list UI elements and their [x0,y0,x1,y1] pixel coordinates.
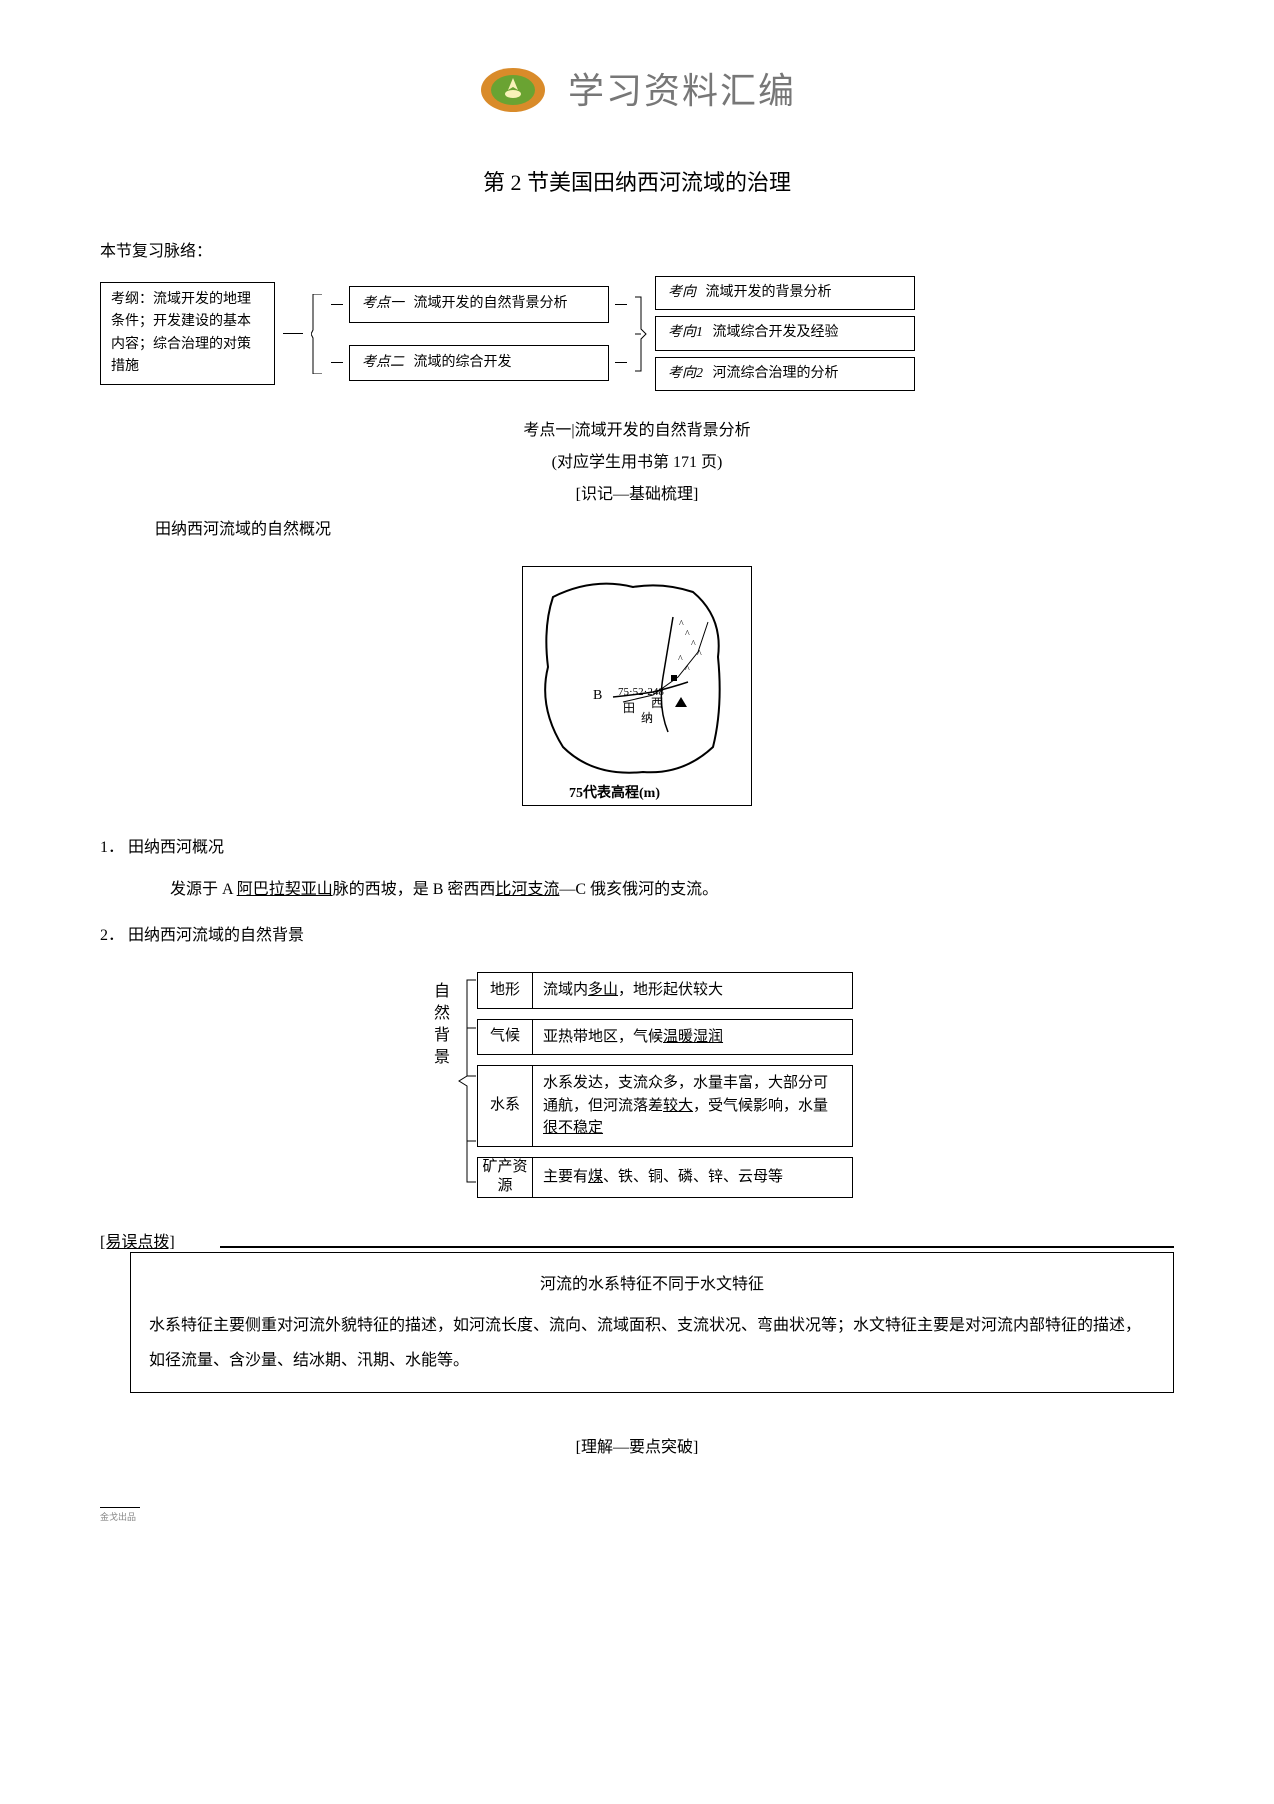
text-run: 亚热带地区，气候 [543,1029,663,1045]
underlined-text: 多山 [588,982,618,998]
logo-icon [478,60,548,115]
table-row: 矿产资源 主要有煤、铁、铜、磷、锌、云母等 [477,1157,853,1198]
flow-text: 流域开发的背景分析 [706,285,832,300]
text-run: 主要有 [543,1169,588,1185]
svg-text:^: ^ [697,649,702,660]
underlined-text: 煤 [588,1169,603,1185]
flow-mid-box: 考点二 流域的综合开发 [349,345,609,381]
nb-rows: 地形 流域内多山，地形起伏较大 气候 亚热带地区，气候温暖湿润 水系 水系发达，… [477,972,853,1198]
nb-val: 水系发达，支流众多，水量丰富，大部分可通航，但河流落差较大，受气候影响，水量很不… [533,1065,853,1147]
flow-right-box: 考向 流域开发的背景分析 [655,276,915,310]
tag-label: 考向 [668,285,696,300]
flow-mid-col: 考点一 流域开发的自然背景分析 考点二 流域的综合开发 [331,286,627,381]
table-row: 地形 流域内多山，地形起伏较大 [477,972,853,1009]
understand-label: [理解—要点突破] [100,1433,1174,1457]
section-title: 第 2 节美国田纳西河流域的治理 [100,165,1174,197]
item-title: 田纳西河概况 [128,839,224,856]
svg-text:^: ^ [685,629,690,640]
item-number: 1． [100,839,124,856]
list-item-1: 1． 田纳西河概况 [100,832,1174,864]
nb-key: 水系 [477,1065,533,1147]
nb-val: 主要有煤、铁、铜、磷、锌、云母等 [533,1157,853,1198]
connector-line [615,304,627,305]
natural-bg-diagram: 自然背景 地形 流域内多山，地形起伏较大 气候 亚热带地区，气候温暖湿润 水系 … [100,972,1174,1198]
map-label-b: B [593,688,602,703]
centered-kaopoint: 考点一|流域开发的自然背景分析 [100,416,1174,440]
nb-bracket [457,972,477,1198]
underlined-text: 阿巴拉契亚山 [237,881,333,898]
nb-key: 气候 [477,1019,533,1056]
tips-title: 河流的水系特征不同于水文特征 [149,1267,1155,1302]
underlined-text: 温暖湿润 [663,1029,723,1045]
flow-right-col: 考向 流域开发的背景分析 考向1 流域综合开发及经验 考向2 河流综合治理的分析 [655,276,915,391]
tips-label: [易误点拨] [100,1228,1174,1252]
connector-line [615,362,627,363]
page-header: 学习资料汇编 [100,60,1174,115]
overview-label: 田纳西河流域的自然概况 [155,514,1174,546]
flow-left-box: 考纲：流域开发的地理条件；开发建设的基本内容；综合治理的对策措施 [100,282,275,386]
flow-right-box: 考向2 河流综合治理的分析 [655,357,915,391]
map-figure: ^^ ^^ ^^ B 75·52·248 田 纳 西 75代表高程(m) [100,566,1174,812]
text-run: 脉的西坡，是 B 密西西 [333,881,496,898]
tag-label: 考点二 [362,355,404,370]
review-label: 本节复习脉络： [100,237,1174,261]
nb-key: 地形 [477,972,533,1009]
svg-text:^: ^ [691,639,696,650]
table-row: 水系 水系发达，支流众多，水量丰富，大部分可通航，但河流落差较大，受气候影响，水… [477,1065,853,1147]
header-title: 学习资料汇编 [568,62,796,114]
flow-text: 流域开发的自然背景分析 [414,296,568,311]
bracket-icon [635,289,647,379]
map-caption: 75代表高程(m) [569,784,660,801]
flow-text: 流域综合开发及经验 [713,325,839,340]
text-run: 、铁、铜、磷、锌、云母等 [603,1169,783,1185]
table-row: 气候 亚热带地区，气候温暖湿润 [477,1019,853,1056]
tips-box: 河流的水系特征不同于水文特征 水系特征主要侧重对河流外貌特征的描述，如河流长度、… [130,1252,1174,1394]
nb-vertical-label: 自然背景 [421,972,457,1198]
nb-key: 矿产资源 [477,1157,533,1198]
svg-text:^: ^ [685,664,690,675]
tag-label: 考点一 [362,296,404,311]
text-run: ，受气候影响，水量 [693,1098,828,1114]
item-number: 2． [100,927,124,944]
svg-text:西: 西 [651,696,663,710]
flow-text: 流域的综合开发 [414,355,512,370]
connector-line [331,362,343,363]
underlined-text: 很不稳定 [543,1120,603,1136]
underlined-text: 较大 [663,1098,693,1114]
tips-body: 水系特征主要侧重对河流外貌特征的描述，如河流长度、流向、流域面积、支流状况、弯曲… [149,1308,1155,1378]
text-run: —C 俄亥俄河的支流。 [559,881,718,898]
centered-pageref: (对应学生用书第 171 页) [100,448,1174,472]
text-run: 流域内 [543,982,588,998]
tag-label: 考向1 [668,325,703,340]
tag-label: 考向2 [668,366,703,381]
item-title: 田纳西河流域的自然背景 [128,927,304,944]
flow-right-box: 考向1 流域综合开发及经验 [655,316,915,350]
svg-text:纳: 纳 [641,711,653,725]
list-item-2: 2． 田纳西河流域的自然背景 [100,920,1174,952]
review-flowchart: 考纲：流域开发的地理条件；开发建设的基本内容；综合治理的对策措施 考点一 流域开… [100,276,1174,391]
centered-shiji: [识记—基础梳理] [100,480,1174,504]
bracket-icon [311,294,323,374]
tips-underline [220,1246,1174,1248]
tips-label-text: [易误点拨] [100,1234,175,1251]
footer-mark: 金戈出品 [100,1507,140,1523]
flow-text: 河流综合治理的分析 [713,366,839,381]
svg-text:^: ^ [679,619,684,630]
svg-text:田: 田 [623,701,635,715]
connector-line [283,333,303,334]
connector-line [331,304,343,305]
flow-mid-box: 考点一 流域开发的自然背景分析 [349,286,609,322]
nb-val: 亚热带地区，气候温暖湿润 [533,1019,853,1056]
nb-val: 流域内多山，地形起伏较大 [533,972,853,1009]
item1-paragraph: 发源于 A 阿巴拉契亚山脉的西坡，是 B 密西西比河支流—C 俄亥俄河的支流。 [170,874,1174,906]
underlined-text: 比河支流 [495,881,559,898]
map-image: ^^ ^^ ^^ B 75·52·248 田 纳 西 75代表高程(m) [522,566,752,806]
svg-text:^: ^ [678,654,683,665]
text-run: 发源于 A [170,881,237,898]
text-run: ，地形起伏较大 [618,982,723,998]
